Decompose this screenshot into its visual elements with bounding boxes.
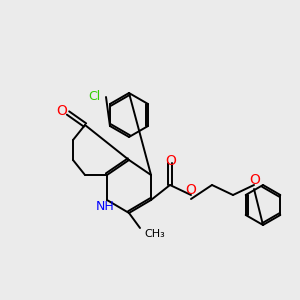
Text: O: O (166, 154, 176, 168)
Text: CH₃: CH₃ (144, 229, 165, 239)
Text: NH: NH (96, 200, 114, 214)
Text: Cl: Cl (88, 91, 100, 103)
Text: O: O (250, 173, 260, 187)
Text: O: O (186, 183, 196, 197)
Text: O: O (57, 104, 68, 118)
